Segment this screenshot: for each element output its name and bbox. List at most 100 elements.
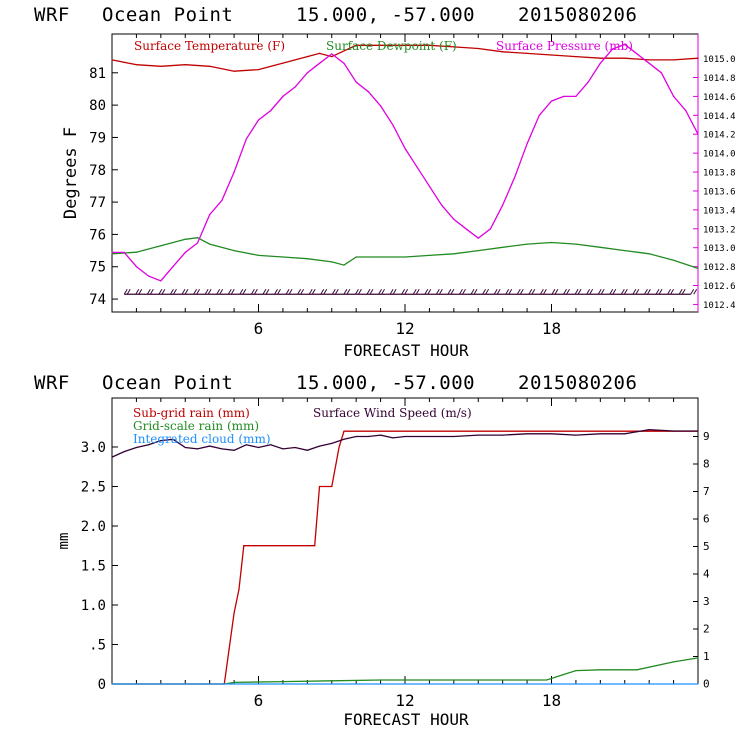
point-integrated-cloud [111, 683, 113, 685]
point-surface-pressure [404, 147, 406, 149]
point-surface-wind-speed [526, 433, 528, 435]
x-tick-label: 6 [254, 319, 264, 338]
point-surface-temperature [306, 56, 308, 58]
chart1-coords: 15.000, -57.000 [296, 4, 476, 26]
point-surface-dewpoint [526, 243, 528, 245]
point-surface-temperature [135, 64, 137, 66]
wind-barb [505, 288, 513, 295]
y-tick-label: 77 [89, 195, 106, 211]
point-surface-pressure [673, 95, 675, 97]
point-surface-wind-speed [233, 449, 235, 451]
point-surface-wind-speed [245, 444, 247, 446]
y-tick-label: 79 [89, 130, 106, 146]
legend-gridscale-rain: Grid-scale rain (mm) [133, 419, 259, 433]
y-tick-label: 1.0 [81, 598, 106, 614]
point-surface-wind-speed [294, 446, 296, 449]
y2-tick-label: 1013.6 [703, 187, 736, 197]
y-tick-label: 78 [89, 163, 106, 179]
y2-tick-label: 1014.2 [703, 131, 736, 141]
point-surface-pressure [233, 171, 235, 173]
point-surface-temperature [697, 57, 699, 59]
point-surface-temperature [428, 44, 430, 46]
legend-integrated-cloud: Integrated cloud (mm) [133, 432, 271, 446]
point-surface-pressure [318, 62, 321, 64]
point-grid-scale-rain [233, 681, 235, 684]
point-surface-pressure [123, 251, 125, 253]
point-surface-temperature [599, 57, 601, 59]
wind-barb [343, 288, 351, 295]
point-surface-temperature [209, 65, 211, 67]
point-surface-pressure [294, 86, 296, 88]
wind-barb [354, 288, 362, 295]
point-surface-temperature [575, 56, 577, 58]
point-surface-wind-speed [306, 449, 308, 451]
point-surface-temperature [673, 59, 675, 61]
point-surface-pressure [441, 204, 443, 206]
point-surface-wind-speed [502, 434, 504, 436]
chart2-ylabel: mm [56, 533, 72, 550]
point-surface-pressure [697, 133, 699, 135]
point-surface-wind-speed [575, 434, 577, 436]
point-surface-pressure [270, 110, 272, 112]
point-surface-pressure [416, 166, 418, 168]
point-grid-scale-rain [636, 669, 638, 671]
y2-tick-label: 1013.4 [703, 206, 736, 216]
y-tick-label: 76 [89, 227, 106, 243]
y2-tick-label: 1015.0 [703, 55, 736, 65]
point-sub-grid-rain [238, 588, 240, 590]
wind-barb [216, 288, 224, 295]
point-surface-wind-speed [148, 444, 150, 446]
x-tick-label: 12 [395, 691, 414, 710]
y-tick-label: 2.5 [81, 479, 106, 495]
point-surface-wind-speed [221, 448, 223, 450]
point-surface-pressure [380, 105, 382, 107]
wind-barb [412, 288, 420, 295]
point-surface-pressure [355, 81, 357, 83]
y2-tick-label: 2 [703, 623, 710, 636]
point-grid-scale-rain [282, 681, 284, 683]
point-surface-temperature [477, 47, 479, 50]
point-surface-pressure [502, 204, 504, 206]
point-surface-pressure [477, 237, 479, 239]
x-tick-label: 18 [542, 691, 561, 710]
wind-barb [389, 288, 397, 295]
wind-barb [551, 288, 559, 295]
point-surface-dewpoint [599, 246, 601, 248]
point-surface-wind-speed [648, 429, 650, 431]
y2-tick-label: 1013.2 [703, 225, 736, 235]
point-surface-wind-speed [135, 446, 137, 449]
wind-barb [574, 288, 582, 295]
point-grid-scale-rain [380, 679, 382, 681]
point-surface-wind-speed [624, 433, 626, 435]
y2-tick-label: 4 [703, 568, 710, 581]
point-surface-wind-speed [355, 435, 357, 438]
point-surface-wind-speed [282, 448, 284, 450]
point-surface-pressure [367, 91, 369, 93]
x-tick-label: 12 [395, 319, 414, 338]
wind-barb [678, 288, 686, 295]
legend-surface-wind-speed: Surface Wind Speed (m/s) [313, 406, 472, 420]
y2-tick-label: 6 [703, 513, 710, 526]
point-surface-wind-speed [111, 456, 113, 458]
y2-tick-label: 1013.8 [703, 169, 736, 179]
point-surface-pressure [465, 228, 467, 230]
wind-barb [435, 288, 443, 295]
point-surface-temperature [318, 52, 321, 55]
y-tick-label: 0 [98, 677, 106, 693]
point-surface-temperature [624, 57, 626, 59]
point-surface-pressure [428, 185, 430, 187]
point-surface-temperature [380, 44, 382, 46]
chart1-location: Ocean Point [102, 4, 234, 26]
chart2-xlabel: FORECAST HOUR [343, 710, 469, 729]
wind-barb [667, 288, 674, 295]
wind-barb [690, 288, 698, 295]
point-surface-pressure [257, 119, 260, 121]
chart1-xlabel: FORECAST HOUR [343, 341, 469, 360]
point-surface-pressure [160, 280, 162, 282]
wind-barb [227, 288, 235, 295]
point-surface-dewpoint [404, 256, 406, 258]
wind-barb [528, 288, 536, 295]
point-surface-dewpoint [282, 256, 284, 258]
chart1-plot-frame [111, 33, 699, 313]
point-surface-wind-speed [697, 430, 699, 432]
